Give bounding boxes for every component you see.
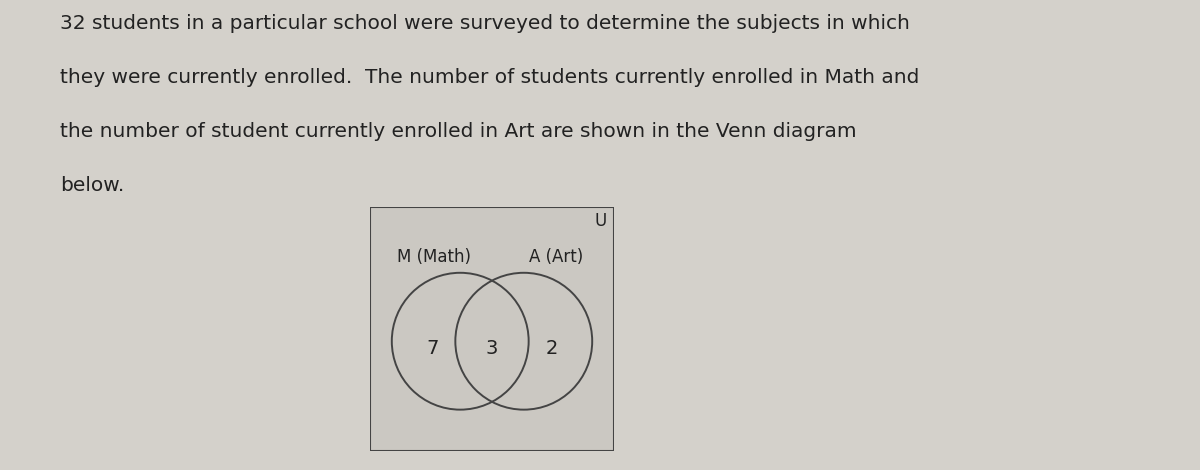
Text: 2: 2	[546, 339, 558, 358]
Text: U: U	[595, 212, 607, 230]
Text: 32 students in a particular school were surveyed to determine the subjects in wh: 32 students in a particular school were …	[60, 14, 910, 33]
Text: A (Art): A (Art)	[529, 248, 583, 266]
Text: 3: 3	[486, 339, 498, 358]
Text: they were currently enrolled.  The number of students currently enrolled in Math: they were currently enrolled. The number…	[60, 68, 919, 87]
Text: the number of student currently enrolled in Art are shown in the Venn diagram: the number of student currently enrolled…	[60, 122, 857, 141]
Text: 7: 7	[426, 339, 438, 358]
Text: M (Math): M (Math)	[397, 248, 470, 266]
Text: below.: below.	[60, 176, 125, 195]
